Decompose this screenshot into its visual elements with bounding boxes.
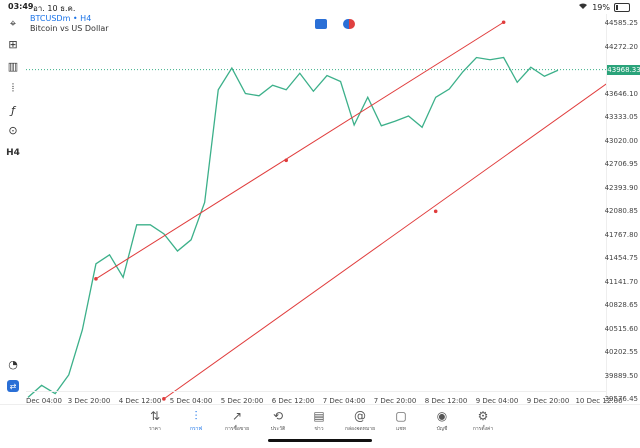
wifi-icon <box>578 2 588 12</box>
indicators-icon[interactable]: ⊞ <box>8 37 18 51</box>
time-tick-label: 7 Dec 20:00 <box>373 397 417 405</box>
status-time: 03:49 <box>8 2 34 11</box>
time-axis: Dec 04:00 3 Dec 20:00 4 Dec 12:00 5 Dec 04:… <box>26 391 623 412</box>
price-tick-label: 39889.50 <box>604 371 638 380</box>
price-tick-label: 39576.45 <box>604 395 638 404</box>
status-right: 19% <box>578 2 630 12</box>
quotes-icon: ⇅ <box>149 409 161 423</box>
channel-line-2[interactable] <box>163 31 606 400</box>
trade-icon: ↗ <box>231 409 243 423</box>
price-tick-label: 43020.00 <box>604 136 638 145</box>
price-chart[interactable] <box>26 14 606 411</box>
channel-anchor-point[interactable] <box>94 277 98 281</box>
history-icon: ⟲ <box>272 409 284 423</box>
tab-label: การตั้งค่า <box>472 426 494 432</box>
price-tick-label: 43646.10 <box>604 89 638 98</box>
price-tick-label: 42080.85 <box>604 207 638 216</box>
buy-trade-icon[interactable] <box>343 19 355 29</box>
left-toolbar: ⌖ ⊞ ▥ ⦙ ƒ ⊙ H4 ◔ ⇄ <box>0 14 26 404</box>
channel-anchor-point[interactable] <box>162 397 166 401</box>
price-tick-label: 41767.80 <box>604 230 638 239</box>
symbol-name: BTCUSDm • H4 <box>30 14 92 23</box>
function-icon[interactable]: ƒ <box>11 103 15 117</box>
tab-label: แชท <box>396 426 406 432</box>
objects-icon[interactable]: ⦙ <box>11 81 15 94</box>
price-line <box>27 56 559 398</box>
time-tick-label: 8 Dec 12:00 <box>424 397 468 405</box>
tab-label: ประวัติ <box>270 426 286 432</box>
chat-icon: ▢ <box>395 409 407 423</box>
time-tick-label: 7 Dec 04:00 <box>322 397 366 405</box>
tab-chat[interactable]: ▢ แชท <box>381 409 421 433</box>
channel-line-1[interactable] <box>95 21 504 280</box>
tab-label: ข่าว <box>314 426 324 432</box>
chart-canvas <box>26 20 606 401</box>
tab-mailbox[interactable]: @ กล่องจดหมาย <box>340 409 380 433</box>
symbol-description: Bitcoin vs US Dollar <box>30 24 109 33</box>
time-tick-label: 3 Dec 20:00 <box>67 397 111 405</box>
tab-news[interactable]: ▤ ข่าว <box>299 409 339 433</box>
home-indicator <box>268 439 372 442</box>
price-tick-label: 40515.60 <box>604 324 638 333</box>
tab-trade[interactable]: ↗ การซื้อขาย <box>217 409 257 433</box>
status-bar: 03:49 อา. 10 ธ.ค. 19% <box>0 0 640 14</box>
time-tick-label: 4 Dec 12:00 <box>118 397 162 405</box>
status-date: อา. 10 ธ.ค. <box>33 4 76 13</box>
tab-history[interactable]: ⟲ ประวัติ <box>258 409 298 433</box>
shapes-icon[interactable]: ⊙ <box>8 123 18 137</box>
current-price-label: 43968.33 <box>607 64 640 75</box>
time-tick-label: 9 Dec 20:00 <box>526 397 570 405</box>
time-tick-label: 9 Dec 04:00 <box>475 397 519 405</box>
news-icon: ▤ <box>313 409 325 423</box>
channel-anchor-point[interactable] <box>284 158 289 163</box>
chart-icon: ⫶ <box>194 409 198 423</box>
price-tick-label: 44585.25 <box>604 19 638 28</box>
symbol-header: BTCUSDm • H4 Bitcoin vs US Dollar <box>30 14 109 34</box>
tab-label: ราคา <box>149 426 161 432</box>
time-tick-label: 6 Dec 12:00 <box>271 397 315 405</box>
time-tick-label: Dec 04:00 <box>26 397 62 405</box>
sell-trade-icon[interactable] <box>315 19 327 29</box>
volume-bars-icon[interactable]: ▥ <box>7 59 19 73</box>
price-tick-label: 43333.05 <box>604 113 638 122</box>
price-tick-label: 44272.20 <box>604 42 638 51</box>
channel-anchor-point[interactable] <box>433 209 438 214</box>
timeframe-button[interactable]: H4 <box>6 148 20 158</box>
price-tick-label: 41141.70 <box>604 277 638 286</box>
time-tick-label: 5 Dec 20:00 <box>220 397 264 405</box>
battery-icon <box>614 2 630 12</box>
tab-label: กล่องจดหมาย <box>344 426 376 432</box>
time-tick-label: 5 Dec 04:00 <box>169 397 213 405</box>
tab-accounts[interactable]: ◉ บัญชี <box>422 409 462 433</box>
settings-icon: ⚙ <box>477 409 489 423</box>
price-tick-label: 40828.65 <box>604 301 638 310</box>
price-tick-label: 41454.75 <box>604 254 638 263</box>
tab-label: กราฟ <box>189 426 203 432</box>
tab-label: การซื้อขาย <box>224 426 250 432</box>
price-tick-label: 42393.90 <box>604 183 638 192</box>
accounts-icon: ◉ <box>436 409 448 423</box>
price-tick-label: 42706.95 <box>604 160 638 169</box>
mailbox-icon: @ <box>354 409 366 423</box>
tab-quotes[interactable]: ⇅ ราคา <box>135 409 175 433</box>
crosshair-icon[interactable]: ⌖ <box>9 17 17 30</box>
trade-buttons <box>315 19 355 29</box>
one-click-trading-icon[interactable]: ⇄ <box>7 380 19 392</box>
price-axis: 44585.25 44272.20 43646.10 43333.05 43020.00… <box>604 14 640 411</box>
time-tick-label: 10 Dec 12:00 <box>575 397 623 405</box>
channel-anchor-point[interactable] <box>501 20 506 25</box>
tab-chart[interactable]: ⫶ กราฟ <box>176 409 216 433</box>
tab-settings[interactable]: ⚙ การตั้งค่า <box>463 409 503 433</box>
tab-label: บัญชี <box>436 426 448 432</box>
chart-zoom-icon[interactable]: ◔ <box>8 357 18 371</box>
battery-percent: 19% <box>592 2 610 12</box>
price-tick-label: 40202.55 <box>604 348 638 357</box>
